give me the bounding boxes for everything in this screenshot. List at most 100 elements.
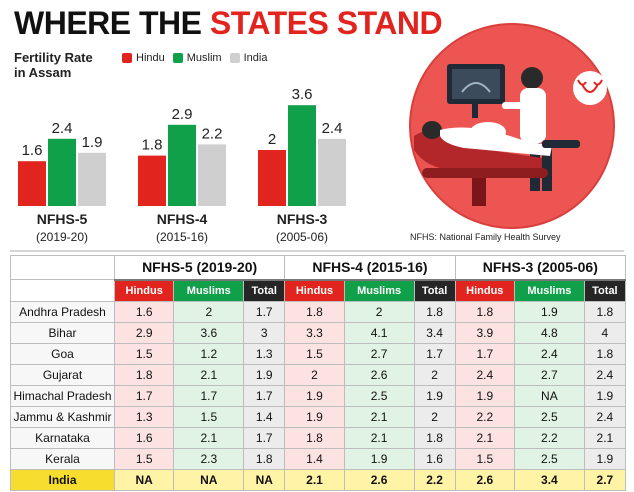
value-cell: 1.8 (284, 427, 345, 449)
bar-muslim-nfhs-3 (288, 105, 316, 206)
data-label-india-nfhs-5: 1.9 (82, 134, 103, 151)
value-cell: 1.9 (284, 406, 345, 428)
value-cell: 1.8 (413, 427, 456, 449)
bar-muslim-nfhs-4 (168, 124, 196, 206)
data-label-india-nfhs-3: 2.4 (322, 120, 343, 137)
value-cell: NA (243, 469, 286, 491)
value-cell: 3.9 (454, 322, 515, 344)
value-cell: NA (113, 469, 175, 491)
state-name-cell: Bihar (10, 322, 115, 344)
subheader-muslims: Muslims (513, 279, 585, 302)
value-cell: 2.4 (583, 406, 627, 428)
table-corner (10, 255, 115, 280)
value-cell: 1.5 (113, 448, 175, 470)
value-cell: 4 (583, 322, 627, 344)
bar-india-nfhs-3 (318, 138, 346, 206)
value-cell: 2.1 (454, 427, 515, 449)
page-title: WHERE THE STATES STAND (14, 4, 443, 42)
value-cell: 1.7 (113, 385, 175, 407)
value-cell: 2.1 (343, 427, 415, 449)
value-cell: 2.2 (413, 469, 456, 491)
data-label-hindu-nfhs-3: 2 (268, 131, 276, 148)
subheader-muslims: Muslims (173, 279, 245, 302)
table-row: Jammu & Kashmir 1.3 1.5 1.4 1.9 2.1 2 2.2 2.5 2.4 (10, 406, 627, 428)
value-cell: 1.4 (243, 406, 286, 428)
group-header-nfhs5: NFHS-5 (2019-20) (113, 255, 286, 281)
value-cell: 2.6 (343, 364, 415, 386)
table-row: Goa 1.5 1.2 1.3 1.5 2.7 1.7 1.7 2.4 1.8 (10, 343, 627, 365)
table-corner-sub (10, 279, 115, 302)
value-cell: 1.9 (583, 385, 627, 407)
data-label-india-nfhs-4: 2.2 (202, 125, 223, 142)
value-cell: 1.7 (243, 385, 286, 407)
value-cell: 1.8 (583, 343, 627, 365)
bar-hindu-nfhs-4 (138, 155, 166, 206)
bar-chart: 1.6 2.4 1.9 NFHS-5 (2019-20) 1.8 2.9 2.2 NFHS-4 (… (18, 86, 346, 244)
subheader-total: Total (243, 279, 286, 302)
section-divider (10, 250, 624, 252)
value-cell: 1.7 (243, 301, 286, 323)
table-row: Kerala 1.5 2.3 1.8 1.4 1.9 1.6 1.5 2.5 1.9 (10, 448, 627, 470)
title-part-2: STATES STAND (209, 5, 443, 41)
legend-swatch-hindu (122, 53, 132, 63)
table-row: Himachal Pradesh 1.7 1.7 1.7 1.9 2.5 1.9 1.9 NA 1… (10, 385, 627, 407)
value-cell: 1.9 (413, 385, 456, 407)
subheader-total: Total (413, 279, 456, 302)
state-name-cell: Gujarat (10, 364, 115, 386)
data-label-muslim-nfhs-5: 2.4 (52, 120, 73, 137)
value-cell: 1.6 (413, 448, 456, 470)
value-cell: 1.9 (583, 448, 627, 470)
value-cell: 1.6 (113, 301, 175, 323)
group-header-nfhs4: NFHS-4 (2015-16) (284, 255, 456, 281)
subheader-hindus: Hindus (284, 279, 345, 302)
state-name-cell: Himachal Pradesh (10, 385, 115, 407)
category-label-nfhs-4: NFHS-4 (157, 211, 208, 227)
legend-swatch-india (229, 53, 240, 63)
table-row-india: India NA NA NA 2.1 2.6 2.2 2.6 3.4 2.7 (10, 469, 627, 491)
subheader-total: Total (583, 279, 627, 302)
category-year-nfhs-4: (2015-16) (156, 230, 208, 244)
value-cell: 2.4 (513, 343, 585, 365)
state-name-cell: Andhra Pradesh (10, 301, 115, 323)
value-cell: 1.5 (284, 343, 345, 365)
legend-label-muslim: Muslim (186, 52, 222, 64)
state-name-cell: Karnataka (10, 427, 115, 449)
table-row: Andhra Pradesh 1.6 2 1.7 1.8 2 1.8 1.8 1.9 1.8 (10, 301, 627, 323)
value-cell: 1.3 (113, 406, 175, 428)
legend-label-india: India (243, 52, 268, 64)
value-cell: NA (513, 385, 585, 407)
value-cell: 2.4 (583, 364, 627, 386)
value-cell: 2.2 (513, 427, 585, 449)
legend-item-india: India (229, 52, 268, 64)
value-cell: 2 (413, 406, 456, 428)
value-cell: 1.7 (454, 343, 515, 365)
legend-item-hindu: Hindu (122, 52, 165, 64)
value-cell: 1.9 (343, 448, 415, 470)
value-cell: NA (173, 469, 245, 491)
value-cell: 2.1 (284, 469, 345, 491)
value-cell: 4.1 (343, 322, 415, 344)
bar-india-nfhs-4 (198, 144, 226, 206)
state-name-cell: Kerala (10, 448, 115, 470)
table-row: Karnataka 1.6 2.1 1.7 1.8 2.1 1.8 2.1 2.2 2.1 (10, 427, 627, 449)
bar-hindu-nfhs-5 (18, 161, 46, 206)
value-cell: 1.5 (454, 448, 515, 470)
value-cell: 2.1 (343, 406, 415, 428)
value-cell: 2 (173, 301, 245, 323)
value-cell: 2.6 (454, 469, 515, 491)
value-cell: 1.9 (454, 385, 515, 407)
value-cell: 2.1 (173, 427, 245, 449)
value-cell: 1.8 (113, 364, 175, 386)
value-cell: 1.3 (243, 343, 286, 365)
value-cell: 2.4 (454, 364, 515, 386)
value-cell: 2.5 (513, 406, 585, 428)
legend-item-muslim: Muslim (172, 52, 222, 64)
value-cell: 2.9 (113, 322, 175, 344)
illustration-caption: NFHS: National Family Health Survey (410, 232, 561, 242)
table-subheader-row: Hindus Muslims Total Hindus Muslims Tota… (10, 279, 627, 302)
table-group-header-row: NFHS-5 (2019-20) NFHS-4 (2015-16) NFHS-3… (10, 255, 627, 281)
category-label-nfhs-5: NFHS-5 (37, 211, 88, 227)
fertility-table: NFHS-5 (2019-20) NFHS-4 (2015-16) NFHS-3… (10, 255, 627, 491)
value-cell: 1.9 (243, 364, 286, 386)
value-cell: 1.5 (173, 406, 245, 428)
